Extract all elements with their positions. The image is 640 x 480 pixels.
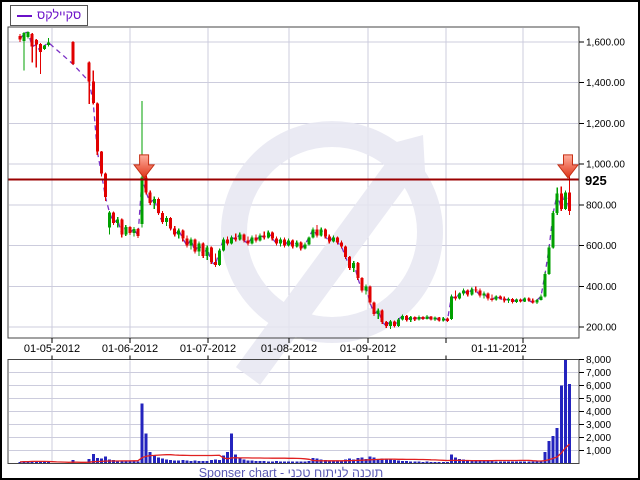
svg-text:1,400.00: 1,400.00 (586, 78, 625, 89)
svg-text:01-07-2012: 01-07-2012 (180, 343, 236, 355)
svg-text:2,000: 2,000 (586, 433, 611, 444)
svg-text:5,000: 5,000 (586, 394, 611, 405)
svg-text:6,000: 6,000 (586, 381, 611, 392)
svg-text:200.00: 200.00 (586, 323, 617, 334)
branding-caption: Sponser chart - תוכנה לניתוח טכני (198, 466, 384, 480)
alert-level-label: 925 (585, 173, 607, 188)
svg-text:1,000.00: 1,000.00 (586, 160, 625, 171)
svg-text:800.00: 800.00 (586, 200, 617, 211)
svg-text:400.00: 400.00 (586, 282, 617, 293)
svg-text:8,000: 8,000 (586, 355, 611, 366)
legend-box: סקיילקס (10, 5, 89, 26)
svg-text:600.00: 600.00 (586, 241, 617, 252)
svg-text:01-08-2012: 01-08-2012 (261, 343, 317, 355)
series-line-icon (17, 14, 32, 17)
svg-text:4,000: 4,000 (586, 407, 611, 418)
svg-text:1,000: 1,000 (586, 446, 611, 457)
svg-text:01-06-2012: 01-06-2012 (102, 343, 158, 355)
svg-text:01-05-2012: 01-05-2012 (24, 343, 80, 355)
svg-text:1,600.00: 1,600.00 (586, 38, 625, 49)
svg-text:7,000: 7,000 (586, 368, 611, 379)
svg-text:01-11-2012: 01-11-2012 (471, 343, 526, 355)
svg-text:1,200.00: 1,200.00 (586, 119, 625, 130)
svg-text:3,000: 3,000 (586, 420, 611, 431)
svg-text:01-09-2012: 01-09-2012 (340, 343, 396, 355)
legend-series-label: סקיילקס (37, 8, 82, 22)
